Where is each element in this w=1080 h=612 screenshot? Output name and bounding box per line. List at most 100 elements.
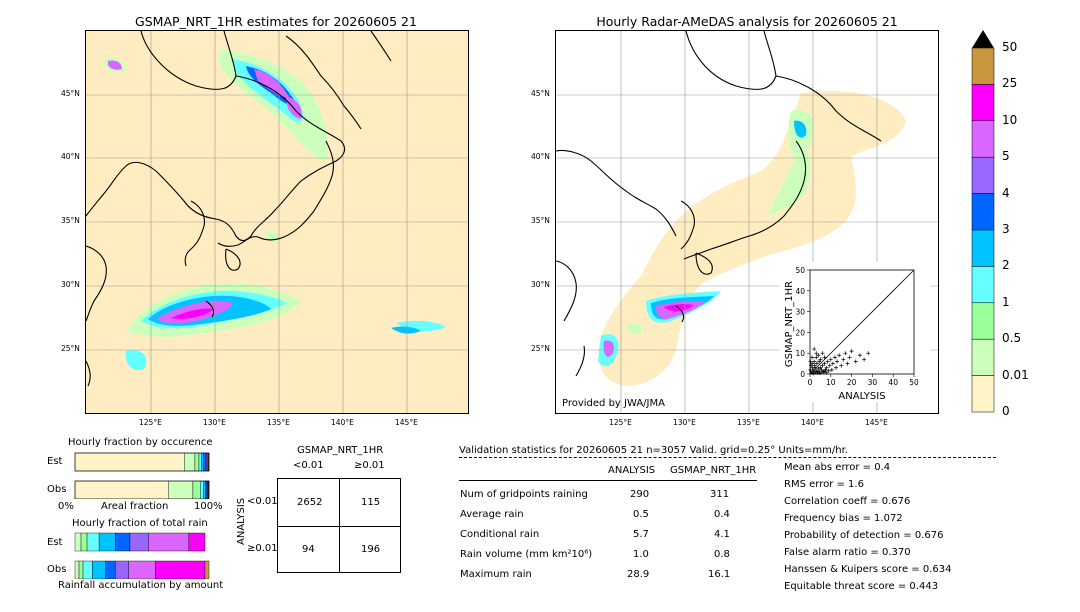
occurrence-xtick-0: 0% bbox=[58, 501, 74, 512]
scatter-xtick-3: 30 bbox=[868, 378, 878, 387]
contingency-hdivider bbox=[278, 526, 400, 527]
stat-analysis-4: 28.9 bbox=[627, 569, 650, 580]
scatter-point bbox=[810, 365, 815, 370]
contingency-title: GSMAP_NRT_1HR bbox=[297, 445, 384, 456]
scatter-point bbox=[843, 351, 848, 356]
scatter-chart: 0 10 20 30 40 50 0 10 20 30 40 50 ANALYSIS GSMAP_NR… bbox=[784, 266, 919, 402]
contingency-vdivider bbox=[339, 479, 340, 572]
rainfrac-bar-est-segment-7 bbox=[188, 532, 206, 552]
occurrence-bar-est-segment-4 bbox=[201, 452, 204, 472]
rainfrac-bar-obs-segment-1 bbox=[78, 560, 84, 579]
scatter-point bbox=[822, 355, 827, 360]
score-3: Frequency bias = 1.072 bbox=[784, 513, 903, 524]
occurrence-obs-label: Obs bbox=[47, 484, 67, 495]
scatter-diagonal bbox=[809, 269, 915, 375]
contingency-row-axis-label: ANALYSIS bbox=[236, 497, 247, 545]
scatter-xtick-4: 40 bbox=[888, 378, 898, 387]
stat-label-3: Rain volume (mm km²10⁶) bbox=[460, 549, 593, 560]
scatter-point bbox=[814, 355, 819, 360]
scatter-point bbox=[824, 365, 829, 370]
contingency-cell-1-1: 196 bbox=[361, 544, 381, 555]
scatter-point bbox=[829, 367, 834, 372]
rainfrac-bar-est-segment-5 bbox=[129, 532, 149, 552]
score-0: Mean abs error = 0.4 bbox=[784, 462, 891, 473]
left-map-canvas bbox=[86, 31, 468, 413]
occurrence-bars bbox=[74, 452, 210, 499]
scatter-point bbox=[818, 357, 823, 362]
scatter-xtick-5: 50 bbox=[909, 378, 919, 387]
rainfrac-bar-obs-segment-3 bbox=[92, 560, 107, 579]
stat-analysis-1: 0.5 bbox=[633, 509, 649, 520]
colorbar-segment-6 bbox=[971, 266, 995, 304]
stat-label-1: Average rain bbox=[460, 509, 524, 520]
colorbar-segments bbox=[971, 47, 995, 413]
validation-divider bbox=[459, 457, 996, 458]
scatter-ytick-5: 50 bbox=[795, 266, 805, 275]
score-1: RMS error = 1.6 bbox=[784, 479, 864, 490]
stat-analysis-3: 1.0 bbox=[633, 549, 649, 560]
scatter-point bbox=[808, 359, 813, 364]
colorbar-segment-3 bbox=[971, 156, 995, 194]
left-lat-label-0: 45°N bbox=[61, 89, 80, 98]
scatter-point bbox=[814, 351, 819, 356]
scatter-point bbox=[839, 363, 844, 368]
colorbar-label-10: 0 bbox=[1002, 404, 1010, 418]
left-lon-label-0: 125°E bbox=[139, 418, 162, 427]
right-lon-label-3: 140°E bbox=[801, 418, 824, 427]
left-map bbox=[85, 30, 469, 414]
stat-gsmap-3: 0.8 bbox=[714, 549, 730, 560]
rainfrac-bar-obs-segment-5 bbox=[115, 560, 129, 579]
contingency-col-0: <0.01 bbox=[293, 460, 324, 471]
scatter-point bbox=[825, 359, 830, 364]
scatter-ytick-3: 30 bbox=[795, 308, 805, 317]
colorbar-segment-5 bbox=[971, 229, 995, 267]
right-lon-label-2: 135°E bbox=[737, 418, 760, 427]
colorbar-label-8: 0.5 bbox=[1002, 331, 1022, 346]
rainfrac-obs-label: Obs bbox=[47, 564, 67, 575]
occurrence-bar-obs-outline bbox=[74, 480, 210, 499]
scatter-inset-bg bbox=[780, 262, 930, 402]
rainfrac-bar-obs-segment-7 bbox=[155, 560, 206, 579]
rainfrac-bars bbox=[74, 532, 210, 579]
right-precip bbox=[598, 110, 815, 367]
rainfrac-bar-est-segment-0 bbox=[74, 532, 82, 552]
colorbar-segment-4 bbox=[971, 193, 995, 231]
validation-header: Validation statistics for 20260605 21 n=… bbox=[459, 445, 848, 456]
right-map-title: Hourly Radar-AMeDAS analysis for 2026060… bbox=[596, 14, 898, 29]
colorbar-segment-9 bbox=[971, 375, 995, 413]
left-lon-label-1: 130°E bbox=[203, 418, 226, 427]
right-lat-label-1: 40°N bbox=[531, 152, 550, 161]
left-map-grid bbox=[86, 31, 468, 413]
colorbar-segment-8 bbox=[971, 338, 995, 376]
left-precip-south bbox=[125, 230, 446, 371]
scatter-point bbox=[834, 365, 838, 370]
right-lon-label-0: 125°E bbox=[609, 418, 632, 427]
scatter-xlabel: ANALYSIS bbox=[838, 391, 885, 402]
scatter-point bbox=[812, 359, 817, 364]
scatter-point bbox=[853, 359, 858, 364]
right-lon-label-4: 145°E bbox=[865, 418, 888, 427]
scatter-ylabel: GSMAP_NRT_1HR bbox=[784, 281, 795, 367]
scatter-point bbox=[819, 367, 824, 372]
scatter-ytick-2: 20 bbox=[795, 328, 805, 337]
left-lat-label-4: 25°N bbox=[61, 344, 80, 353]
colorbar-label-2: 10 bbox=[1002, 112, 1018, 127]
occurrence-title: Hourly fraction by occurence bbox=[68, 437, 213, 448]
right-lat-label-3: 30°N bbox=[531, 280, 550, 289]
right-map-credit: Provided by JWA/JMA bbox=[562, 398, 665, 409]
occurrence-bar-obs-segment-1 bbox=[168, 480, 194, 499]
scatter-point bbox=[866, 351, 871, 356]
scatter-point bbox=[847, 355, 852, 360]
rainfrac-bar-obs-segment-2 bbox=[82, 560, 93, 579]
contingency-table: 2652 115 94 196 bbox=[277, 478, 401, 573]
right-lat-label-2: 35°N bbox=[531, 216, 550, 225]
left-precip-north bbox=[104, 49, 328, 161]
scatter-point bbox=[820, 351, 825, 356]
colorbar-label-5: 3 bbox=[1002, 222, 1010, 236]
occurrence-bar-obs-segment-2 bbox=[192, 480, 201, 499]
occurrence-chart bbox=[74, 452, 210, 499]
scatter-point bbox=[818, 365, 823, 370]
contingency-cell-0-0: 2652 bbox=[297, 497, 323, 508]
scatter-point bbox=[845, 361, 850, 366]
contingency-cell-1-0: 94 bbox=[302, 544, 315, 555]
